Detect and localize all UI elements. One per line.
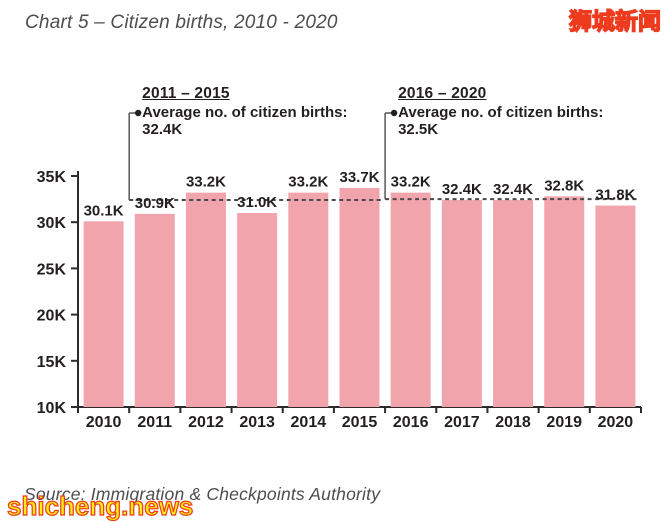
bar-value-label-2010: 30.1K bbox=[84, 202, 124, 219]
bar-2020 bbox=[595, 205, 636, 407]
annotation-block-2: 2016 – 2020 Average no. of citizen births… bbox=[398, 85, 603, 138]
bar-value-label-2011: 30.9K bbox=[135, 195, 175, 212]
y-tick-label: 25K bbox=[37, 261, 67, 278]
x-tick-label-2018: 2018 bbox=[495, 414, 531, 431]
y-tick-label: 15K bbox=[37, 354, 67, 371]
bar-2017 bbox=[441, 200, 482, 407]
bar-value-label-2019: 32.8K bbox=[544, 177, 584, 194]
bar-value-label-2017: 32.4K bbox=[442, 181, 482, 198]
x-tick-label-2011: 2011 bbox=[137, 414, 172, 431]
bar-value-label-2013: 31.0K bbox=[237, 194, 277, 211]
bar-2019 bbox=[544, 196, 585, 407]
bar-value-label-2016: 33.2K bbox=[391, 174, 431, 191]
bar-2011 bbox=[134, 213, 175, 407]
bar-2018 bbox=[493, 200, 534, 407]
bar-2014 bbox=[288, 192, 329, 407]
bar-2012 bbox=[185, 192, 226, 407]
x-tick-label-2020: 2020 bbox=[598, 414, 634, 431]
x-tick-label-2013: 2013 bbox=[239, 414, 275, 431]
x-tick-label-2015: 2015 bbox=[342, 414, 378, 431]
bar-2010 bbox=[83, 221, 124, 407]
annotation-bullet-2 bbox=[390, 109, 398, 117]
bar-2016 bbox=[390, 192, 431, 407]
x-tick-label-2017: 2017 bbox=[444, 414, 480, 431]
x-tick-label-2010: 2010 bbox=[86, 414, 122, 431]
bar-value-label-2014: 33.2K bbox=[288, 174, 328, 191]
annotation-bullet-1 bbox=[134, 109, 142, 117]
bar-value-label-2012: 33.2K bbox=[186, 174, 226, 191]
bar-value-label-2015: 33.7K bbox=[339, 169, 379, 186]
y-tick-label: 20K bbox=[37, 308, 67, 325]
annotation-period-2: 2016 – 2020 bbox=[398, 85, 487, 102]
x-tick-label-2014: 2014 bbox=[291, 414, 327, 431]
x-tick-label-2019: 2019 bbox=[546, 414, 582, 431]
annotation-text-2: Average no. of citizen births: bbox=[398, 104, 604, 121]
y-tick-label: 30K bbox=[37, 215, 67, 232]
watermark-bottom: shicheng.news bbox=[6, 491, 194, 521]
y-tick-label: 35K bbox=[37, 169, 67, 186]
bar-value-label-2020: 31.8K bbox=[595, 187, 635, 204]
x-tick-label-2012: 2012 bbox=[188, 414, 224, 431]
chart-title: Chart 5 – Citizen births, 2010 - 2020 bbox=[25, 12, 338, 33]
annotation-value-2: 32.5K bbox=[398, 121, 439, 138]
x-tick-label-2016: 2016 bbox=[393, 414, 429, 431]
annotation-block-1: 2011 – 2015 Average no. of citizen births… bbox=[142, 85, 347, 138]
source-caption: Source: Immigration & Checkpoints Author… bbox=[24, 484, 381, 504]
bar-2013 bbox=[237, 212, 278, 407]
y-tick-label: 10K bbox=[37, 400, 67, 417]
bar-value-label-2018: 32.4K bbox=[493, 181, 533, 198]
annotation-value-1: 32.4K bbox=[142, 121, 183, 138]
annotation-period-1: 2011 – 2015 bbox=[142, 85, 230, 102]
bar-2015 bbox=[339, 188, 380, 407]
annotation-text-1: Average no. of citizen births: bbox=[142, 104, 348, 121]
watermark-top: 狮城新闻 bbox=[568, 8, 661, 34]
